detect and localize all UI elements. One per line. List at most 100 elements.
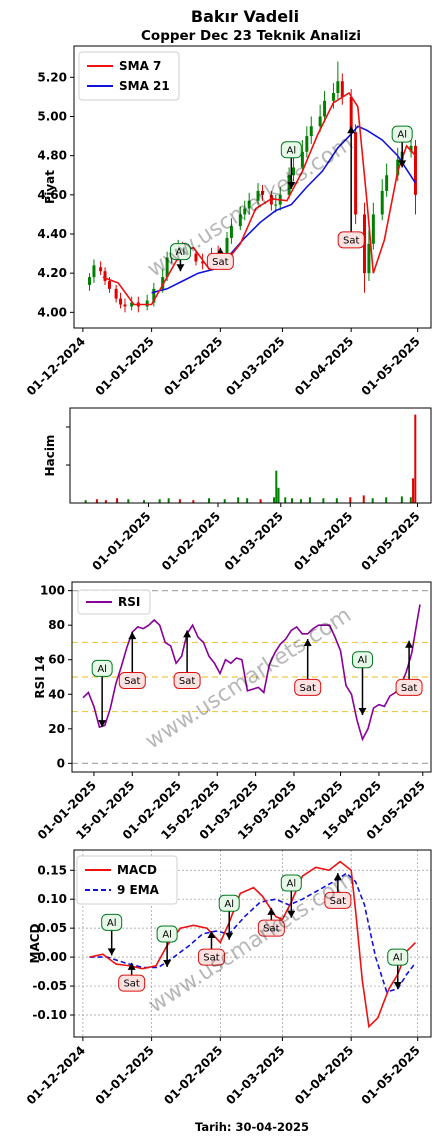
macd-signal-label: Al xyxy=(393,953,403,964)
price-signal-box xyxy=(391,125,413,143)
macd-signal-box xyxy=(387,948,409,966)
volume-bar xyxy=(412,478,415,503)
rsi-signal-arrow-head xyxy=(358,708,367,715)
volume-bar xyxy=(277,487,280,503)
candle-body xyxy=(130,302,134,307)
macd-signal-arrow-head xyxy=(163,959,172,967)
volume-bar xyxy=(158,499,161,503)
candle-body xyxy=(309,126,313,137)
candle-body xyxy=(201,261,205,264)
macd-signal-box xyxy=(218,894,240,912)
volume-bar xyxy=(275,470,278,503)
rsi-frame xyxy=(71,581,432,773)
macd-signal-box xyxy=(280,874,302,892)
candle-body xyxy=(413,145,417,195)
candle-body xyxy=(161,277,165,289)
price-signal-box xyxy=(337,231,365,249)
macd-legend-label: 9 EMA xyxy=(117,883,160,897)
watermark-text: www.uscmarkets.com xyxy=(141,603,356,755)
price-signal-arrow-head xyxy=(398,160,407,168)
price-ytick-label: 5.20 xyxy=(37,70,67,84)
volume-xtick-label: 01-02-2025 xyxy=(159,509,223,573)
price-legend-box xyxy=(78,51,180,101)
macd-signal-label: Sat xyxy=(330,896,346,907)
candle-body xyxy=(165,257,169,278)
price-signal-label: Sat xyxy=(343,235,359,246)
rsi-line xyxy=(82,604,421,742)
price-signal-label: Al xyxy=(397,130,407,141)
macd-signal-label: Al xyxy=(286,879,296,890)
candle-body xyxy=(340,81,344,97)
candle-body xyxy=(396,159,400,176)
volume-bar xyxy=(308,497,311,503)
macd-signal-label: Sat xyxy=(203,953,219,964)
volume-bar xyxy=(409,497,412,503)
volume-bar xyxy=(371,498,374,503)
price-xtick-label: 01-05-2025 xyxy=(359,334,423,398)
price-signal-label: Sat xyxy=(212,257,228,268)
candle-body xyxy=(336,81,340,93)
rsi-signal-box xyxy=(173,671,201,689)
macd-ytick-label: 0.10 xyxy=(37,892,67,906)
candle-body xyxy=(354,132,358,215)
rsi-signal-arrow-head xyxy=(128,632,137,640)
price-ytick-label: 4.00 xyxy=(37,305,67,319)
price-signal-arrow-head xyxy=(287,181,296,189)
macd-legend-box xyxy=(76,855,178,905)
volume-bar xyxy=(290,498,293,503)
volume-bar xyxy=(116,498,119,503)
macd-signal-box xyxy=(118,974,146,992)
candle-body xyxy=(305,136,309,152)
macd-line xyxy=(89,860,417,1029)
price-ytick-label: 4.80 xyxy=(37,149,67,163)
rsi-signal-arrow-head xyxy=(183,630,192,638)
rsi-ytick-label: 80 xyxy=(48,618,65,632)
price-panel: AlSatAlSatAlwww.uscmarkets.com4.004.204.… xyxy=(24,45,432,398)
macd-signal-box xyxy=(156,925,178,943)
macd-signal-arrow-head xyxy=(333,873,342,881)
rsi-signal-label: Sat xyxy=(179,676,195,687)
macd-signal-label: Al xyxy=(224,899,234,910)
volume-bar xyxy=(349,497,352,503)
volume-bar xyxy=(237,497,240,503)
candle-body xyxy=(260,190,264,195)
rsi-ytick-label: 40 xyxy=(48,687,65,701)
price-signal-label: Al xyxy=(176,247,186,258)
volume-xtick-label: 01-04-2025 xyxy=(291,509,355,573)
candle-body xyxy=(229,226,233,238)
price-xtick-label: 01-03-2025 xyxy=(223,334,287,398)
price-legend-label: SMA 7 xyxy=(119,59,161,73)
rsi-signal-arrow-head xyxy=(405,640,414,648)
macd-ytick-label: -0.05 xyxy=(32,979,67,993)
rsi-legend-box xyxy=(77,589,151,615)
sma21-line xyxy=(151,125,417,294)
volume-xtick-label: 01-03-2025 xyxy=(222,509,286,573)
macd-xtick-label: 01-05-2025 xyxy=(359,1043,423,1107)
candle-body xyxy=(194,253,198,262)
volume-bar xyxy=(414,414,417,503)
macd-signal-box xyxy=(324,891,352,909)
price-signal-arrow-head xyxy=(347,126,356,134)
rsi-ylabel: RSI 14 xyxy=(33,655,47,698)
macd-ytick-label: 0.05 xyxy=(37,921,67,935)
macd-ytick-label: 0.15 xyxy=(37,863,67,877)
candle-body xyxy=(349,96,353,133)
rsi-legend-label: RSI xyxy=(118,595,140,609)
rsi-signal-box xyxy=(91,659,113,677)
candle-body xyxy=(380,190,384,215)
volume-bar xyxy=(167,498,170,503)
macd-xtick-label: 01-12-2024 xyxy=(24,1043,88,1107)
macd-xtick-label: 01-04-2025 xyxy=(292,1043,356,1107)
price-signal-box xyxy=(206,252,234,270)
macd-frame xyxy=(73,849,432,1038)
candle-body xyxy=(238,214,242,227)
price-frame xyxy=(73,45,432,329)
rsi-ytick-label: 0 xyxy=(57,756,65,770)
volume-bar xyxy=(192,500,195,503)
candle-body xyxy=(92,265,96,278)
macd-signal-label: Al xyxy=(107,918,117,929)
volume-bar xyxy=(127,499,130,503)
price-legend-label: SMA 21 xyxy=(119,79,170,93)
